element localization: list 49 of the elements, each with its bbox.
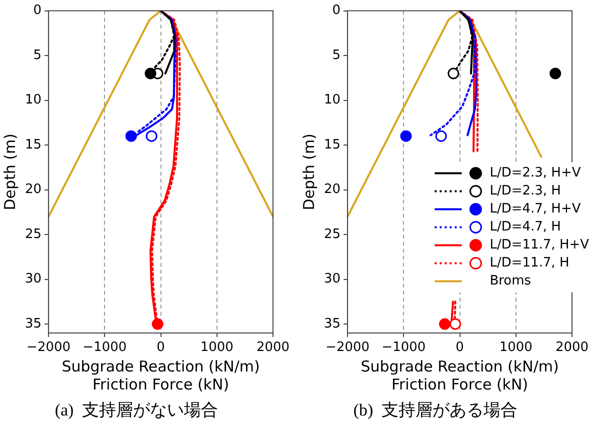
point <box>438 318 450 330</box>
y-tick-label: 35 <box>324 316 341 332</box>
x-tick-label: 0 <box>456 340 464 356</box>
y-tick-label: 15 <box>24 137 42 152</box>
point <box>144 68 156 80</box>
y-tick-label: 30 <box>324 272 341 287</box>
legend-label: Broms <box>490 274 532 289</box>
x-tick-label: 0 <box>156 340 165 356</box>
y-tick-label: 25 <box>324 226 341 242</box>
x-tick-label: −1000 <box>82 340 127 356</box>
y-tick-label: 5 <box>33 48 42 63</box>
x-tick-label: 2000 <box>256 340 290 356</box>
x-tick-label: 1000 <box>200 340 234 356</box>
x-tick-label: 1000 <box>499 340 532 356</box>
y-tick-label: 10 <box>24 92 42 108</box>
point <box>152 318 164 330</box>
y-tick-label: 0 <box>332 3 341 18</box>
point <box>400 130 412 142</box>
x-tick-label: −1000 <box>382 340 426 356</box>
x-axis-title: Subgrade Reaction (kN/m) Friction Force (kN) <box>62 357 260 394</box>
legend-label: L/D=4.7, H <box>490 220 561 235</box>
y-tick-label: 30 <box>24 272 42 287</box>
point <box>448 68 460 80</box>
legend-label: L/D=11.7, H <box>490 256 570 271</box>
legend-label: L/D=11.7, H+V <box>490 238 590 253</box>
text: (b) 支持層がある場合 <box>353 400 518 420</box>
y-tick-label: 20 <box>324 182 341 198</box>
legend-label: L/D=2.3, H <box>490 184 561 199</box>
legend-label: L/D=4.7, H+V <box>490 202 581 217</box>
y-tick-label: 25 <box>24 226 42 242</box>
x-tick-label: −2000 <box>326 340 370 356</box>
x-axis-title: Subgrade Reaction (kN/m) Friction Force (kN) <box>360 357 559 394</box>
point <box>146 130 158 142</box>
y-axis-title: Depth (m) <box>300 134 318 210</box>
point <box>435 130 447 142</box>
x-tick-label: −2000 <box>26 340 71 356</box>
legend-label: L/D=2.3, H+V <box>490 166 581 181</box>
point <box>550 68 562 80</box>
point <box>450 318 462 330</box>
y-tick-label: 20 <box>24 182 42 198</box>
y-axis-title: Depth (m) <box>0 134 19 210</box>
y-tick-label: 35 <box>24 316 42 332</box>
text: (a) 支持層がない場合 <box>54 400 218 420</box>
y-tick-label: 5 <box>332 48 341 63</box>
y-tick-label: 0 <box>33 3 42 18</box>
y-tick-label: 15 <box>324 137 341 152</box>
x-tick-label: 2000 <box>555 340 589 356</box>
point <box>125 130 137 142</box>
y-tick-label: 10 <box>324 92 341 108</box>
